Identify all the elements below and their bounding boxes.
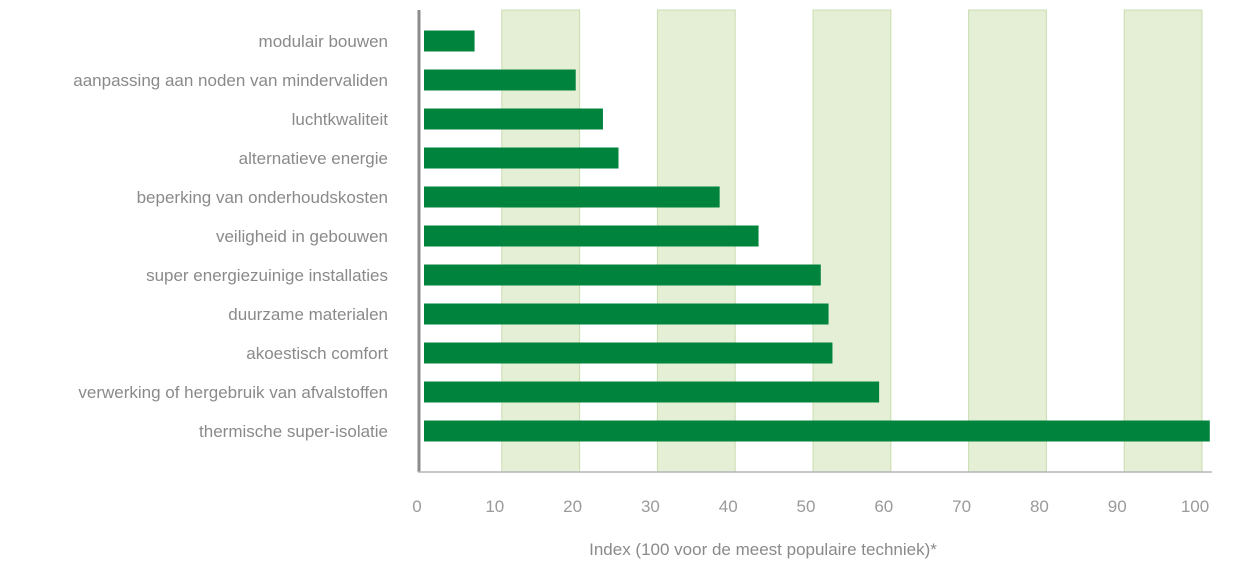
bar-8 <box>424 303 829 325</box>
x-tick-label: 20 <box>563 497 582 516</box>
bar-3 <box>424 108 603 130</box>
x-tick-label: 60 <box>874 497 893 516</box>
bar-5 <box>424 186 720 208</box>
bars <box>424 30 1210 442</box>
bar-9 <box>424 342 833 364</box>
x-tick-label: 80 <box>1030 497 1049 516</box>
grid-band <box>812 9 892 473</box>
x-tick-label: 0 <box>412 497 421 516</box>
bar-2 <box>424 69 576 91</box>
category-label: super energiezuinige installaties <box>146 266 388 285</box>
bar-1 <box>424 30 475 52</box>
bar-7 <box>424 264 821 286</box>
bar-10 <box>424 381 880 403</box>
grid-band <box>968 9 1047 473</box>
x-axis-title: Index (100 voor de meest populaire techn… <box>589 540 937 559</box>
x-tick-label: 50 <box>797 497 816 516</box>
category-label: verwerking of hergebruik van afvalstoffe… <box>78 383 388 402</box>
x-tick-label: 100 <box>1181 497 1209 516</box>
grid-band <box>1123 9 1203 473</box>
bar-11 <box>424 420 1210 442</box>
bar-4 <box>424 147 619 169</box>
x-tick-label: 70 <box>952 497 971 516</box>
axes <box>417 10 1212 473</box>
category-label: thermische super-isolatie <box>199 422 388 441</box>
category-label: duurzame materialen <box>228 305 388 324</box>
category-label: veiligheid in gebouwen <box>216 227 388 246</box>
bar-6 <box>424 225 759 247</box>
tick-labels: 0 10 20 30 40 50 60 70 80 90 100 <box>412 497 1209 516</box>
category-label: alternatieve energie <box>239 149 388 168</box>
category-labels: modulair bouwen aanpassing aan noden van … <box>73 32 388 441</box>
x-tick-label: 40 <box>719 497 738 516</box>
category-label: beperking van onderhoudskosten <box>137 188 388 207</box>
category-label: akoestisch comfort <box>246 344 388 363</box>
x-tick-label: 90 <box>1108 497 1127 516</box>
category-label: aanpassing aan noden van mindervaliden <box>73 71 388 90</box>
x-tick-label: 10 <box>485 497 504 516</box>
x-tick-label: 30 <box>641 497 660 516</box>
category-label: modulair bouwen <box>259 32 388 51</box>
category-label: luchtkwaliteit <box>292 110 389 129</box>
